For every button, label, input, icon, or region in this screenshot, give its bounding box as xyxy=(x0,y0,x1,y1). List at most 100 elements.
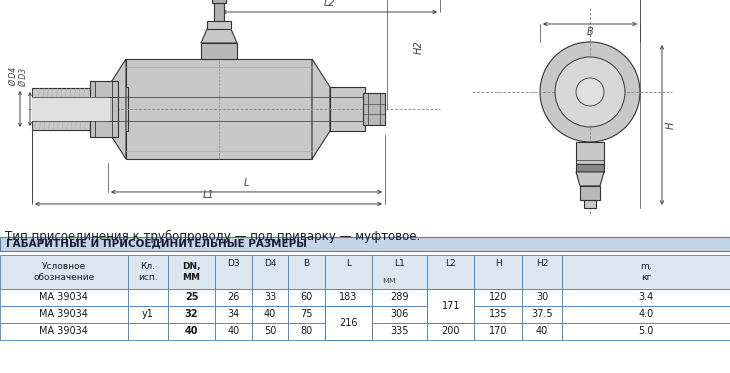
Text: МА 39034: МА 39034 xyxy=(39,310,88,319)
Text: B: B xyxy=(587,28,593,38)
Bar xyxy=(562,255,730,289)
Text: B: B xyxy=(304,259,310,268)
Bar xyxy=(522,255,562,289)
Circle shape xyxy=(555,57,625,127)
Bar xyxy=(168,289,215,306)
Bar xyxy=(168,323,215,340)
Text: 171: 171 xyxy=(442,301,460,311)
Bar xyxy=(474,255,522,289)
Text: ГАБАРИТНЫЕ И ПРИСОЕДИНИТЕЛЬНЫЕ РАЗМЕРЫ: ГАБАРИТНЫЕ И ПРИСОЕДИНИТЕЛЬНЫЕ РАЗМЕРЫ xyxy=(6,239,307,249)
Text: 216: 216 xyxy=(339,318,358,328)
Bar xyxy=(427,289,474,323)
Text: 5.0: 5.0 xyxy=(638,326,654,336)
Text: 135: 135 xyxy=(489,310,507,319)
Text: H2: H2 xyxy=(413,40,423,54)
Bar xyxy=(576,164,604,172)
Bar xyxy=(212,0,226,3)
Text: m,
кг: m, кг xyxy=(640,262,652,282)
Text: H2: H2 xyxy=(536,259,548,268)
Text: Условное
обозначение: Условное обозначение xyxy=(34,262,94,282)
Bar xyxy=(0,237,730,251)
Bar xyxy=(214,3,224,21)
Bar xyxy=(427,255,474,289)
Text: 120: 120 xyxy=(489,292,507,303)
Bar xyxy=(288,289,325,306)
Bar xyxy=(372,323,427,340)
Text: МА 39034: МА 39034 xyxy=(39,326,88,336)
Bar xyxy=(128,306,168,323)
Bar xyxy=(207,21,231,29)
Text: 37.5: 37.5 xyxy=(531,310,553,319)
Bar xyxy=(215,289,252,306)
Text: DN,
ММ: DN, ММ xyxy=(182,262,201,282)
Bar xyxy=(584,200,596,208)
Bar xyxy=(312,87,332,131)
Bar xyxy=(325,289,372,306)
Bar xyxy=(0,323,128,340)
Bar xyxy=(288,255,325,289)
Text: 289: 289 xyxy=(391,292,409,303)
Text: L2: L2 xyxy=(323,0,335,9)
Text: 335: 335 xyxy=(391,326,409,336)
Text: 30: 30 xyxy=(536,292,548,303)
Bar xyxy=(427,306,474,323)
Text: 40: 40 xyxy=(185,326,199,336)
Bar xyxy=(128,323,168,340)
Bar xyxy=(580,186,600,200)
Text: L: L xyxy=(244,178,249,188)
Bar xyxy=(288,306,325,323)
Bar xyxy=(128,255,168,289)
Bar xyxy=(562,289,730,306)
Bar xyxy=(474,306,522,323)
Bar xyxy=(474,289,522,306)
Text: 50: 50 xyxy=(264,326,276,336)
Bar xyxy=(0,289,128,306)
Text: H: H xyxy=(666,121,675,129)
Text: Тип присоединения к трубопроводу — под приварку — муфтовое.: Тип присоединения к трубопроводу — под п… xyxy=(5,230,420,243)
Text: L: L xyxy=(346,259,351,268)
Bar xyxy=(522,306,562,323)
Bar xyxy=(108,87,128,131)
Bar xyxy=(325,255,372,289)
Text: 26: 26 xyxy=(228,292,239,303)
Text: L1: L1 xyxy=(203,191,215,200)
Text: 32: 32 xyxy=(185,310,199,319)
Bar xyxy=(201,43,237,59)
Text: мм: мм xyxy=(382,276,396,285)
Text: Кл.
исп.: Кл. исп. xyxy=(138,262,158,282)
Text: 60: 60 xyxy=(301,292,312,303)
Polygon shape xyxy=(108,59,126,159)
Bar xyxy=(90,81,118,137)
Text: Ø D4: Ø D4 xyxy=(9,67,18,86)
Text: 183: 183 xyxy=(339,292,358,303)
Text: 40: 40 xyxy=(264,310,276,319)
Text: H: H xyxy=(495,259,502,268)
Bar xyxy=(0,306,128,323)
Bar xyxy=(32,88,110,130)
Bar xyxy=(252,323,288,340)
Text: 306: 306 xyxy=(391,310,409,319)
Bar xyxy=(330,87,365,131)
Circle shape xyxy=(540,42,640,142)
Bar xyxy=(372,289,427,306)
Polygon shape xyxy=(576,172,604,186)
Bar xyxy=(168,255,215,289)
Polygon shape xyxy=(312,59,330,159)
Text: 25: 25 xyxy=(185,292,199,303)
Text: у1: у1 xyxy=(142,310,154,319)
Bar xyxy=(325,306,372,340)
Text: D4: D4 xyxy=(264,259,277,268)
Bar xyxy=(363,93,385,125)
Bar xyxy=(562,306,730,323)
Text: 80: 80 xyxy=(301,326,312,336)
Bar xyxy=(522,289,562,306)
Text: 170: 170 xyxy=(489,326,507,336)
Bar xyxy=(252,289,288,306)
Text: 4.0: 4.0 xyxy=(639,310,653,319)
Text: L1: L1 xyxy=(394,259,405,268)
Text: 75: 75 xyxy=(300,310,313,319)
Bar xyxy=(252,306,288,323)
Bar xyxy=(126,59,312,159)
Bar xyxy=(215,255,252,289)
Bar xyxy=(168,306,215,323)
